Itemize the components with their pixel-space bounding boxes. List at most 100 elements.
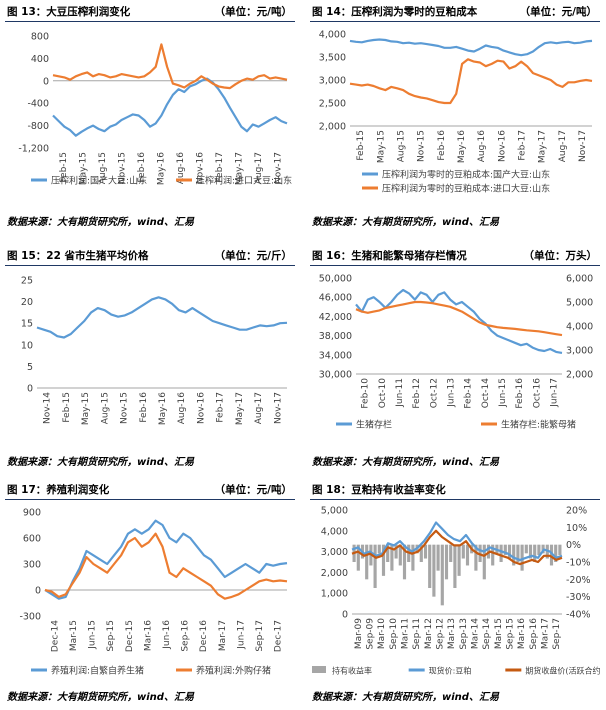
y-tick-label: 3,500 [319,53,346,64]
bar-mark [537,544,541,556]
y-tick-label: 0 [43,76,49,87]
x-tick-label: Feb-16 [139,392,149,423]
y-right-tick-label: 10% [566,523,587,534]
y-right-tick-label: 3,000 [566,346,593,357]
y-right-tick-label: -40% [566,610,591,621]
bar-mark [398,544,402,566]
chart-unit: （单位：元/吨） [214,484,292,496]
x-tick-label: Mar-17 [541,618,551,649]
chart-panel-3: 图 15：22 省市生猪平均价格 （单位：元/斤） 25 20 15 10 5 0 Nov-14… [5,248,295,468]
y-tick-label: 900 [23,508,41,519]
bar-mark [365,544,369,580]
x-tick-label: Aug-16 [477,130,487,163]
x-tick-label: Feb-10 [361,378,371,409]
series-line-2 [355,300,563,337]
series-line-2 [44,532,288,600]
y-tick-label: 0 [35,586,41,597]
legend-label: 压榨利润为零时的豆粕成本:国产大豆:山东 [382,169,550,181]
y-tick-label: 5,000 [321,506,348,517]
x-tick-label: Jun-17 [549,378,559,408]
legend-label: 持有收益率 [332,666,372,676]
y-tick-label: 20 [21,297,33,308]
x-tick-label: Feb-15 [356,130,366,161]
bar-mark [428,544,432,588]
x-tick-label: Mar-13 [447,618,457,649]
chart-panel-4: 图 16：生猪和能繁母猪存栏情况 （单位：万头） 50,000 46,000 42,00… [310,248,600,468]
bar-mark [377,544,381,554]
bar-mark [432,544,436,597]
x-tick-label: Mar-12 [424,618,434,649]
x-tick-label: Mar-09 [354,618,364,649]
x-tick-label: Sep-13 [459,618,469,650]
x-tick-label: Feb-17 [216,392,226,423]
y-tick-label: 25 [21,276,33,287]
chart-title: 图 14：压榨利润为零时的豆粕成本 [312,6,478,18]
chart-svg: 25 20 15 10 5 0 Nov-14 Feb-15 May-15 Aug-15 Nov-15… [21,276,288,425]
y-tick-label: 30,000 [319,370,352,381]
legend-label: 期货收盘价(活跃合约):豆粕 [525,666,600,676]
x-tick-label: Nov-16 [196,392,206,424]
legend-swatch [312,666,326,673]
chart-title: 图 13：大豆压榨利润变化 [7,6,131,18]
y-tick-label: 600 [23,534,41,545]
x-tick-label: Aug-15 [396,130,406,162]
chart-title: 图 16：生猪和能繁母猪存栏情况 [312,250,467,262]
x-tick-label: Sep-15 [106,620,116,652]
data-source-note: 数据来源：大有期货研究所，wind、汇易 [7,457,194,468]
series-line-1 [36,296,288,339]
y-right-tick-label: -10% [566,558,591,569]
x-tick-label: Nov-17 [578,130,588,162]
x-tick-label: Feb-15 [62,392,72,423]
chart-title: 图 18：豆粕持有收益率变化 [312,484,446,496]
x-tick-label: May-17 [234,152,244,185]
x-tick-label: Nov-15 [120,392,130,424]
x-tick-label: Feb-14 [464,378,474,409]
bar-mark [449,544,453,562]
chart-header: 图 17：养殖利润变化 （单位：元/吨） [5,482,295,500]
chart-svg: 800 400 0 -400 -800 -1,200 Feb-15 May-15 Aug-15 N… [18,32,292,187]
bar-mark [533,544,537,562]
x-tick-label: Jun-15 [498,378,508,408]
x-tick-label: Jun-11 [395,378,405,408]
x-tick-label: Sep-17 [552,618,562,650]
chart-header: 图 16：生猪和能繁母猪存栏情况 （单位：万头） [310,248,600,266]
x-tick-label: Feb-17 [215,152,225,183]
x-tick-label: Aug-17 [254,152,264,184]
chart-svg: 4,000 3,500 3,000 2,500 2,000 Feb-15 May-15 Aug… [319,30,593,195]
x-tick-label: Mar-15 [69,620,79,651]
data-source-note: 数据来源：大有期货研究所，wind、汇易 [312,692,499,703]
y-tick-label: 5 [27,362,33,373]
y-right-tick-label: -20% [566,575,591,586]
bar-mark [419,544,423,562]
x-tick-label: May-16 [457,130,467,163]
x-tick-label: Sep-12 [436,618,446,650]
x-tick-label: Sep-14 [482,618,492,650]
chart-header: 图 14：压榨利润为零时的豆粕成本 （单位：元/吨） [310,4,600,22]
x-tick-label: Oct-10 [378,378,388,409]
series-line-1 [44,519,288,600]
y-tick-label: 46,000 [319,293,352,304]
x-tick-label: Nov-15 [117,152,127,184]
x-tick-label: Aug-15 [100,392,110,424]
chart-unit: （单位：万头） [523,250,598,262]
x-tick-label: Mar-10 [377,618,387,649]
y-tick-label: 0 [342,610,348,621]
bar-mark [373,544,377,588]
x-tick-label: Mar-17 [218,620,228,651]
legend-label: 压榨利润:国产大豆:山东 [51,175,147,187]
series-line-1 [52,77,288,137]
bar-mark [390,544,394,571]
y-right-tick-label: 4,000 [566,322,593,333]
y-tick-label: 1,000 [321,589,348,600]
y-tick-label: 300 [23,560,41,571]
x-tick-label: Dec-17 [274,620,284,652]
x-tick-label: Aug-16 [177,392,187,425]
x-tick-label: Sep-10 [389,618,399,650]
series-line-2 [351,521,563,562]
bar-mark [402,544,407,580]
x-tick-label: Feb-16 [515,378,525,409]
bar-mark [512,544,516,566]
legend-label: 现货价:豆粕 [429,666,472,676]
data-source-note: 数据来源：大有期货研究所，wind、汇易 [7,692,194,703]
bar-mark [503,544,507,556]
